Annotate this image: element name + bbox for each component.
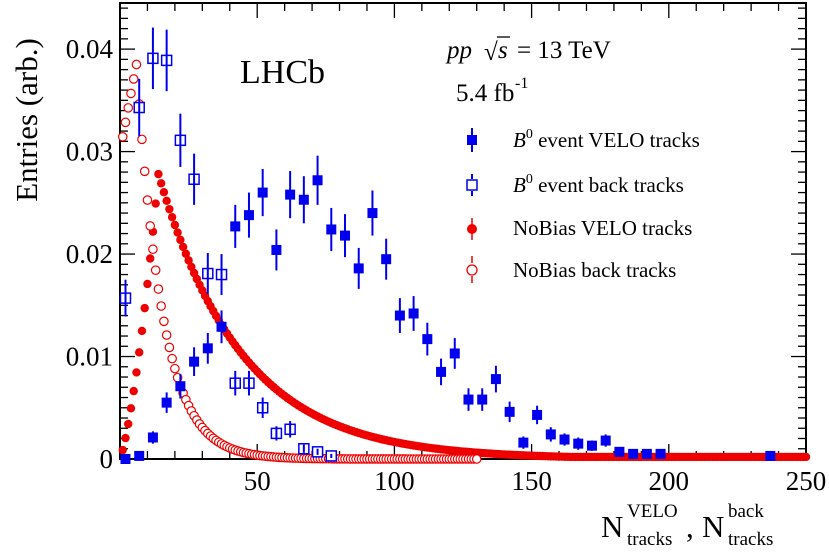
x-label-sup2: back xyxy=(728,501,764,522)
collision-sqrt: √ xyxy=(484,39,498,66)
series-layer xyxy=(117,27,811,464)
point-nobias-velo xyxy=(137,326,147,336)
y-tick-labels: 0 0.01 0.02 0.03 0.04 xyxy=(66,34,114,474)
point-b0-velo xyxy=(120,454,131,464)
point-nobias-back xyxy=(142,195,153,205)
luminosity-exponent: -1 xyxy=(515,75,528,92)
collision-s: s xyxy=(498,37,508,64)
y-tick-label: 0 xyxy=(100,444,114,474)
collision-pp: pp xyxy=(445,37,472,64)
y-tick-label: 0.02 xyxy=(66,239,113,269)
point-nobias-velo xyxy=(173,228,182,237)
point-nobias-velo xyxy=(801,452,811,462)
x-label-sub1: tracks xyxy=(627,529,672,550)
luminosity-label: 5.4 fb xyxy=(456,80,514,107)
point-nobias-velo xyxy=(140,303,149,313)
point-nobias-velo xyxy=(145,254,155,263)
x-label-sub2: tracks xyxy=(728,529,773,550)
point-nobias-velo xyxy=(176,235,185,245)
legend-label: NoBias back tracks xyxy=(513,258,676,282)
point-nobias-velo xyxy=(126,404,136,413)
point-nobias-velo xyxy=(154,169,163,179)
x-label-n2: N xyxy=(702,509,724,544)
collision-energy: = 13 TeV xyxy=(517,37,611,64)
plot-frame xyxy=(119,2,807,460)
y-tick-label: 0.01 xyxy=(66,342,113,372)
series-nobias-velo xyxy=(118,169,811,462)
point-nobias-velo xyxy=(167,213,177,222)
legend-entry-nobias-back: NoBias back tracks xyxy=(466,256,676,283)
point-nobias-velo xyxy=(121,433,130,443)
point-nobias-velo xyxy=(124,419,133,429)
point-nobias-velo xyxy=(165,204,174,214)
legend-label: B0 event VELO tracks xyxy=(513,127,700,152)
point-nobias-back xyxy=(153,284,164,294)
point-nobias-back xyxy=(471,454,482,464)
y-tick-label: 0.03 xyxy=(66,137,113,167)
point-nobias-velo xyxy=(129,386,138,396)
point-nobias-back xyxy=(148,244,158,255)
point-nobias-velo xyxy=(132,368,141,377)
point-nobias-back xyxy=(167,353,177,364)
point-nobias-velo xyxy=(156,179,166,188)
point-nobias-back xyxy=(164,342,175,353)
x-tick-labels: 50 100 150 200 250 xyxy=(244,466,827,496)
point-nobias-back xyxy=(156,301,166,311)
legend-entry-b0-back: B0 event back tracks xyxy=(466,172,684,197)
x-tick-label: 150 xyxy=(511,466,552,496)
point-nobias-back xyxy=(159,316,169,327)
legend-marker-open-circle xyxy=(466,264,478,276)
point-nobias-velo xyxy=(178,242,188,252)
x-label-separator: , xyxy=(686,509,694,544)
point-nobias-back xyxy=(117,132,128,142)
point-nobias-velo xyxy=(162,196,171,206)
point-nobias-back xyxy=(126,88,136,99)
point-nobias-back xyxy=(128,74,139,84)
legend: B0 event VELO tracks B0 event back track… xyxy=(466,127,700,283)
experiment-label: LHCb xyxy=(240,54,325,91)
point-nobias-back xyxy=(161,330,172,340)
x-label-n1: N xyxy=(601,509,623,544)
point-nobias-back xyxy=(139,166,150,177)
point-nobias-velo xyxy=(170,220,180,230)
point-nobias-back xyxy=(150,265,161,275)
legend-marker-filled-circle xyxy=(467,224,477,234)
point-nobias-back xyxy=(123,103,134,113)
legend-marker-filled-square xyxy=(467,135,477,145)
y-axis-label: Entries (arb.) xyxy=(9,38,44,202)
point-nobias-velo xyxy=(184,256,193,265)
point-nobias-back xyxy=(131,59,142,70)
x-axis-label: N xyxy=(601,509,623,544)
legend-label: NoBias VELO tracks xyxy=(513,216,692,240)
x-tick-label: 250 xyxy=(786,466,827,496)
y-tick-label: 0.04 xyxy=(66,34,114,64)
point-nobias-velo xyxy=(159,188,169,197)
point-nobias-back xyxy=(145,221,155,231)
legend-marker-open-square xyxy=(466,179,478,191)
point-nobias-velo xyxy=(143,279,152,289)
x-tick-label: 50 xyxy=(244,466,271,496)
legend-entry-nobias-velo: NoBias VELO tracks xyxy=(467,216,692,240)
point-nobias-velo xyxy=(151,199,160,208)
point-nobias-back xyxy=(170,363,180,374)
point-nobias-velo xyxy=(181,249,191,258)
point-nobias-back xyxy=(120,117,131,128)
axis-ticks xyxy=(120,3,807,459)
x-tick-label: 200 xyxy=(649,466,690,496)
legend-label: B0 event back tracks xyxy=(513,172,684,197)
point-nobias-velo xyxy=(118,445,127,455)
legend-entry-b0-velo: B0 event VELO tracks xyxy=(467,127,700,152)
point-nobias-back xyxy=(137,134,147,145)
x-label-sup1: VELO xyxy=(627,501,678,522)
x-tick-label: 100 xyxy=(374,466,415,496)
point-nobias-velo xyxy=(135,348,144,357)
